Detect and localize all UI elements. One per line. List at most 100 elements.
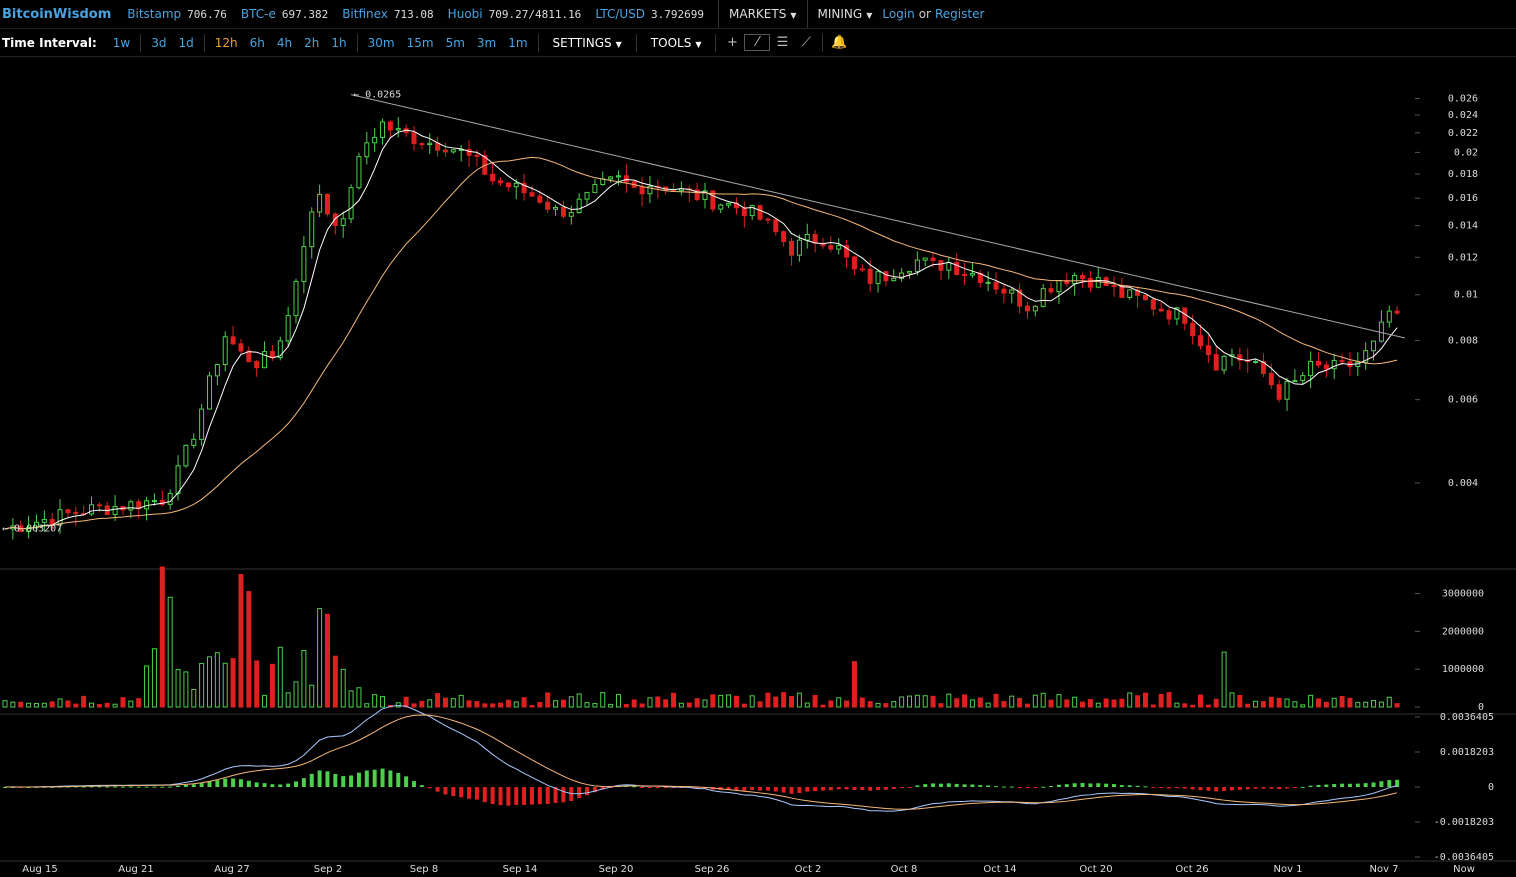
macd-histogram-bar xyxy=(844,787,849,790)
volume-bar xyxy=(631,699,637,708)
volume-bar xyxy=(608,703,614,708)
macd-histogram-bar xyxy=(1001,786,1006,788)
candle-body xyxy=(718,204,724,210)
candle-body xyxy=(1378,321,1384,342)
app-logo[interactable]: BitcoinWisdom xyxy=(2,6,112,22)
volume-bar xyxy=(1119,698,1125,708)
interval-3m[interactable]: 3m xyxy=(476,35,497,50)
ticker-huobi[interactable]: Huobi 709.27/4811.16 xyxy=(448,7,582,21)
ticker-ltcusd[interactable]: LTC/USD 3.792699 xyxy=(595,7,704,21)
volume-bar xyxy=(623,704,629,708)
volume-bar xyxy=(159,566,165,708)
fan-icon[interactable]: ⟋ xyxy=(801,35,812,50)
macd-dea-line xyxy=(4,714,1398,810)
markets-label: MARKETS xyxy=(729,7,787,21)
candle-body xyxy=(1253,361,1259,364)
macd-histogram-bar xyxy=(1387,780,1392,787)
ma-fast-line xyxy=(4,129,1398,530)
settings-label: SETTINGS xyxy=(552,35,612,50)
volume-bar xyxy=(490,703,496,708)
volume-bar xyxy=(930,695,936,708)
settings-menu[interactable]: SETTINGS ▼ xyxy=(543,36,632,50)
macd-histogram-bar xyxy=(1340,783,1345,787)
volume-bar xyxy=(789,696,795,708)
candle-body xyxy=(340,218,346,226)
volume-bar xyxy=(395,702,401,708)
interval-1h[interactable]: 1h xyxy=(331,35,347,50)
candle-body xyxy=(348,187,354,220)
volume-bar xyxy=(167,596,173,708)
x-tick-label: Sep 20 xyxy=(599,864,634,875)
candle-body xyxy=(1394,310,1400,314)
interval-3d[interactable]: 3d xyxy=(151,35,167,50)
interval-1w[interactable]: 1w xyxy=(112,35,131,50)
candle-body xyxy=(191,438,197,446)
interval-30m[interactable]: 30m xyxy=(367,35,395,50)
markets-menu[interactable]: MARKETS ▼ xyxy=(718,0,806,28)
ticker-btce[interactable]: BTC-e 697.382 xyxy=(241,7,328,21)
volume-bar xyxy=(1166,692,1172,708)
volume-bar xyxy=(1135,695,1141,708)
candle-body xyxy=(1040,288,1046,307)
trendline-icon[interactable]: ⁄ xyxy=(744,34,771,51)
register-link[interactable]: Register xyxy=(935,7,985,21)
y-tick-label: 0.02 xyxy=(1454,147,1478,158)
macd-histogram-bar xyxy=(805,787,810,792)
crosshair-icon[interactable]: + xyxy=(727,35,738,50)
macd-histogram-bar xyxy=(333,773,338,787)
candle-body xyxy=(906,270,912,274)
macd-histogram-bar xyxy=(325,771,330,787)
ticker-bitstamp[interactable]: Bitstamp 706.76 xyxy=(127,7,227,21)
tools-menu[interactable]: TOOLS ▼ xyxy=(641,36,712,50)
candle-body xyxy=(985,281,991,284)
candle-body xyxy=(1221,355,1227,371)
candle-body xyxy=(317,193,323,213)
candle-body xyxy=(1009,289,1015,294)
volume-bar xyxy=(710,694,716,708)
x-tick-label: Now xyxy=(1453,864,1475,875)
volume-bar xyxy=(151,648,157,708)
fib-lines-icon[interactable]: ☰ xyxy=(776,35,789,50)
x-tick-label: Aug 15 xyxy=(22,864,57,875)
volume-bar xyxy=(820,704,826,708)
candle-body xyxy=(836,245,842,250)
candle-body xyxy=(1001,288,1007,294)
macd-histogram-bar xyxy=(970,784,975,787)
macd-histogram-bar xyxy=(1190,787,1195,790)
macd-histogram-bar xyxy=(545,787,550,804)
macd-histogram-bar xyxy=(262,783,267,787)
interval-12h[interactable]: 12h xyxy=(214,35,238,50)
volume-bar xyxy=(726,694,732,708)
interval-2h[interactable]: 2h xyxy=(304,35,320,50)
candle-body xyxy=(513,182,519,188)
candle-body xyxy=(206,375,212,410)
interval-5m[interactable]: 5m xyxy=(445,35,465,50)
candle-body xyxy=(214,364,220,377)
macd-histogram-bar xyxy=(899,787,904,789)
interval-6h[interactable]: 6h xyxy=(249,35,265,50)
candle-body xyxy=(1056,280,1062,293)
candle-body xyxy=(1205,345,1211,356)
x-tick-label: Sep 14 xyxy=(503,864,538,875)
candle-body xyxy=(891,277,897,282)
price-chart[interactable]: ← 0.0265 ← 0.003207 0.026 0.024 0.022 0.02 0.0… xyxy=(0,57,1516,877)
candle-body xyxy=(781,231,787,243)
ticker-value: 3.792699 xyxy=(651,8,705,21)
bell-icon[interactable]: 🔔 xyxy=(831,35,848,50)
interval-1m[interactable]: 1m xyxy=(508,35,528,50)
interval-1d[interactable]: 1d xyxy=(178,35,194,50)
macd-histogram-bar xyxy=(443,787,448,795)
login-link[interactable]: Login xyxy=(882,7,915,21)
candle-body xyxy=(1024,305,1030,312)
candle-body xyxy=(167,492,173,505)
macd-histogram-bar xyxy=(820,787,825,791)
interval-4h[interactable]: 4h xyxy=(276,35,293,50)
candle-body xyxy=(474,154,480,157)
volume-bar xyxy=(969,699,975,708)
interval-15m[interactable]: 15m xyxy=(406,35,434,50)
mining-menu[interactable]: MINING ▼ xyxy=(806,0,883,28)
macd-histogram-bar xyxy=(600,787,605,790)
macd-histogram-bar xyxy=(883,787,888,790)
ticker-bitfinex[interactable]: Bitfinex 713.08 xyxy=(342,7,433,21)
candle-body xyxy=(183,444,189,467)
